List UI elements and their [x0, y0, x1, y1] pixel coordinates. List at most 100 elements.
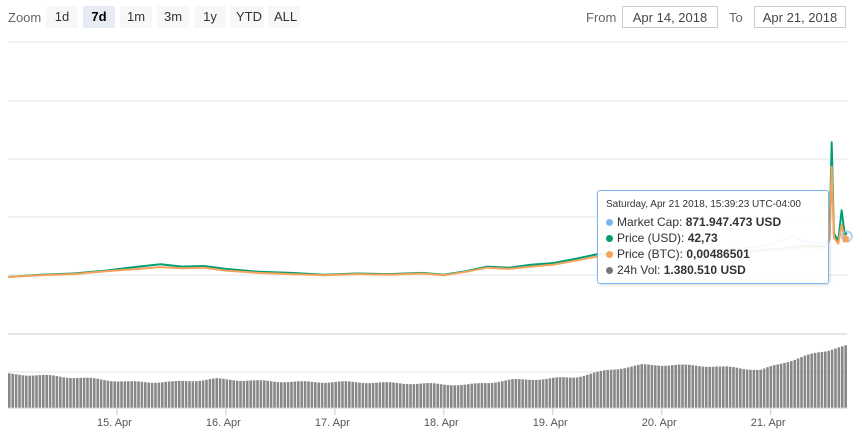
volume-bar: [640, 364, 643, 408]
volume-bar: [677, 364, 681, 408]
volume-bar: [171, 381, 174, 408]
volume-bar: [266, 380, 269, 408]
volume-bar: [592, 372, 596, 408]
volume-bar: [759, 369, 762, 408]
volume-bar: [25, 375, 28, 408]
volume-bar: [205, 379, 208, 408]
volume-bar: [470, 383, 473, 408]
volume-bar: [575, 377, 579, 408]
volume-bar: [348, 381, 351, 408]
x-tick-label: 18. Apr: [424, 417, 459, 429]
volume-bar: [31, 375, 35, 408]
volume-bar: [256, 380, 259, 408]
volume-bar: [317, 382, 320, 408]
volume-bar: [531, 380, 535, 408]
volume-bar: [756, 369, 759, 408]
volume-bar: [45, 374, 48, 408]
volume-bar: [769, 366, 773, 408]
volume-bar: [351, 381, 354, 408]
volume-dot-icon: [606, 267, 613, 274]
volume-bar: [93, 378, 96, 408]
volume-bar: [320, 382, 324, 408]
volume-bar: [541, 379, 545, 408]
to-date-input[interactable]: [754, 6, 846, 28]
volume-bar: [626, 367, 630, 408]
volume-bar: [232, 380, 235, 408]
volume-bar: [222, 378, 225, 408]
volume-bar: [606, 369, 609, 408]
volume-bar: [674, 364, 677, 408]
volume-bar: [518, 379, 521, 408]
volume-bar: [633, 365, 637, 408]
zoom-1d-button[interactable]: 1d: [46, 6, 78, 28]
volume-bar: [698, 366, 701, 408]
zoom-3m-button[interactable]: 3m: [157, 6, 189, 28]
volume-bar: [552, 377, 555, 408]
volume-bar: [42, 375, 45, 408]
volume-bar: [803, 355, 807, 408]
volume-bar: [715, 366, 718, 408]
volume-bar: [365, 383, 368, 408]
volume-bar: [150, 382, 154, 408]
volume-bar: [405, 384, 409, 408]
volume-bar: [599, 370, 603, 408]
volume-bar: [297, 381, 300, 408]
volume-bar: [524, 379, 528, 408]
volume-bar: [239, 380, 242, 408]
x-tick-label: 17. Apr: [315, 417, 350, 429]
volume-bar: [718, 366, 722, 408]
tooltip-value: 0,00486501: [686, 247, 750, 261]
volume-bar: [426, 383, 429, 408]
volume-bar: [613, 369, 616, 408]
volume-bar: [643, 364, 647, 408]
volume-bar: [545, 378, 548, 408]
tooltip-label: Market Cap: [617, 215, 680, 229]
volume-bar: [623, 368, 626, 408]
volume-bar: [337, 381, 341, 408]
volume-bar: [722, 366, 725, 408]
volume-bar: [399, 383, 402, 408]
volume-bar: [106, 380, 110, 408]
volume-bar: [215, 378, 218, 408]
zoom-ytd-button[interactable]: YTD: [230, 6, 264, 28]
volume-bar: [259, 380, 263, 408]
volume-bar: [191, 381, 195, 408]
volume-bar: [749, 369, 752, 408]
tooltip-label: Price (BTC): [617, 247, 680, 261]
volume-bar: [35, 375, 38, 408]
volume-bar: [735, 367, 739, 408]
volume-bar: [439, 384, 443, 408]
volume-bar: [86, 377, 89, 408]
volume-bar: [133, 381, 137, 408]
tooltip-value: 871.947.473 USD: [685, 215, 782, 229]
from-date-input[interactable]: [622, 6, 718, 28]
zoom-1m-button[interactable]: 1m: [120, 6, 152, 28]
volume-bar: [456, 385, 460, 408]
volume-bar: [59, 376, 62, 408]
zoom-all-button[interactable]: ALL: [268, 6, 300, 28]
volume-bar: [157, 382, 161, 408]
volume-bar: [62, 377, 65, 408]
volume-bar: [477, 383, 480, 408]
volume-bar: [766, 367, 769, 408]
volume-bar: [195, 381, 198, 408]
volume-bar: [378, 382, 382, 408]
volume-bar: [307, 381, 310, 408]
zoom-1y-button[interactable]: 1y: [194, 6, 226, 28]
volume-bar: [96, 378, 99, 408]
range-selector: Zoom 1d 7d 1m 3m 1y YTD ALL From To: [0, 0, 862, 36]
volume-bar: [511, 379, 514, 408]
volume-bar: [79, 377, 82, 408]
volume-bar: [242, 380, 246, 408]
volume-bar: [572, 377, 575, 408]
volume-bar: [745, 369, 749, 408]
volume-bar: [99, 379, 103, 408]
volume-bar: [127, 381, 130, 408]
volume-bar: [436, 383, 439, 408]
volume-bar: [654, 365, 657, 408]
volume-bar: [334, 381, 337, 408]
volume-bar: [830, 349, 834, 408]
volume-bar: [450, 385, 453, 408]
volume-bar: [514, 379, 518, 408]
zoom-7d-button[interactable]: 7d: [83, 6, 115, 28]
